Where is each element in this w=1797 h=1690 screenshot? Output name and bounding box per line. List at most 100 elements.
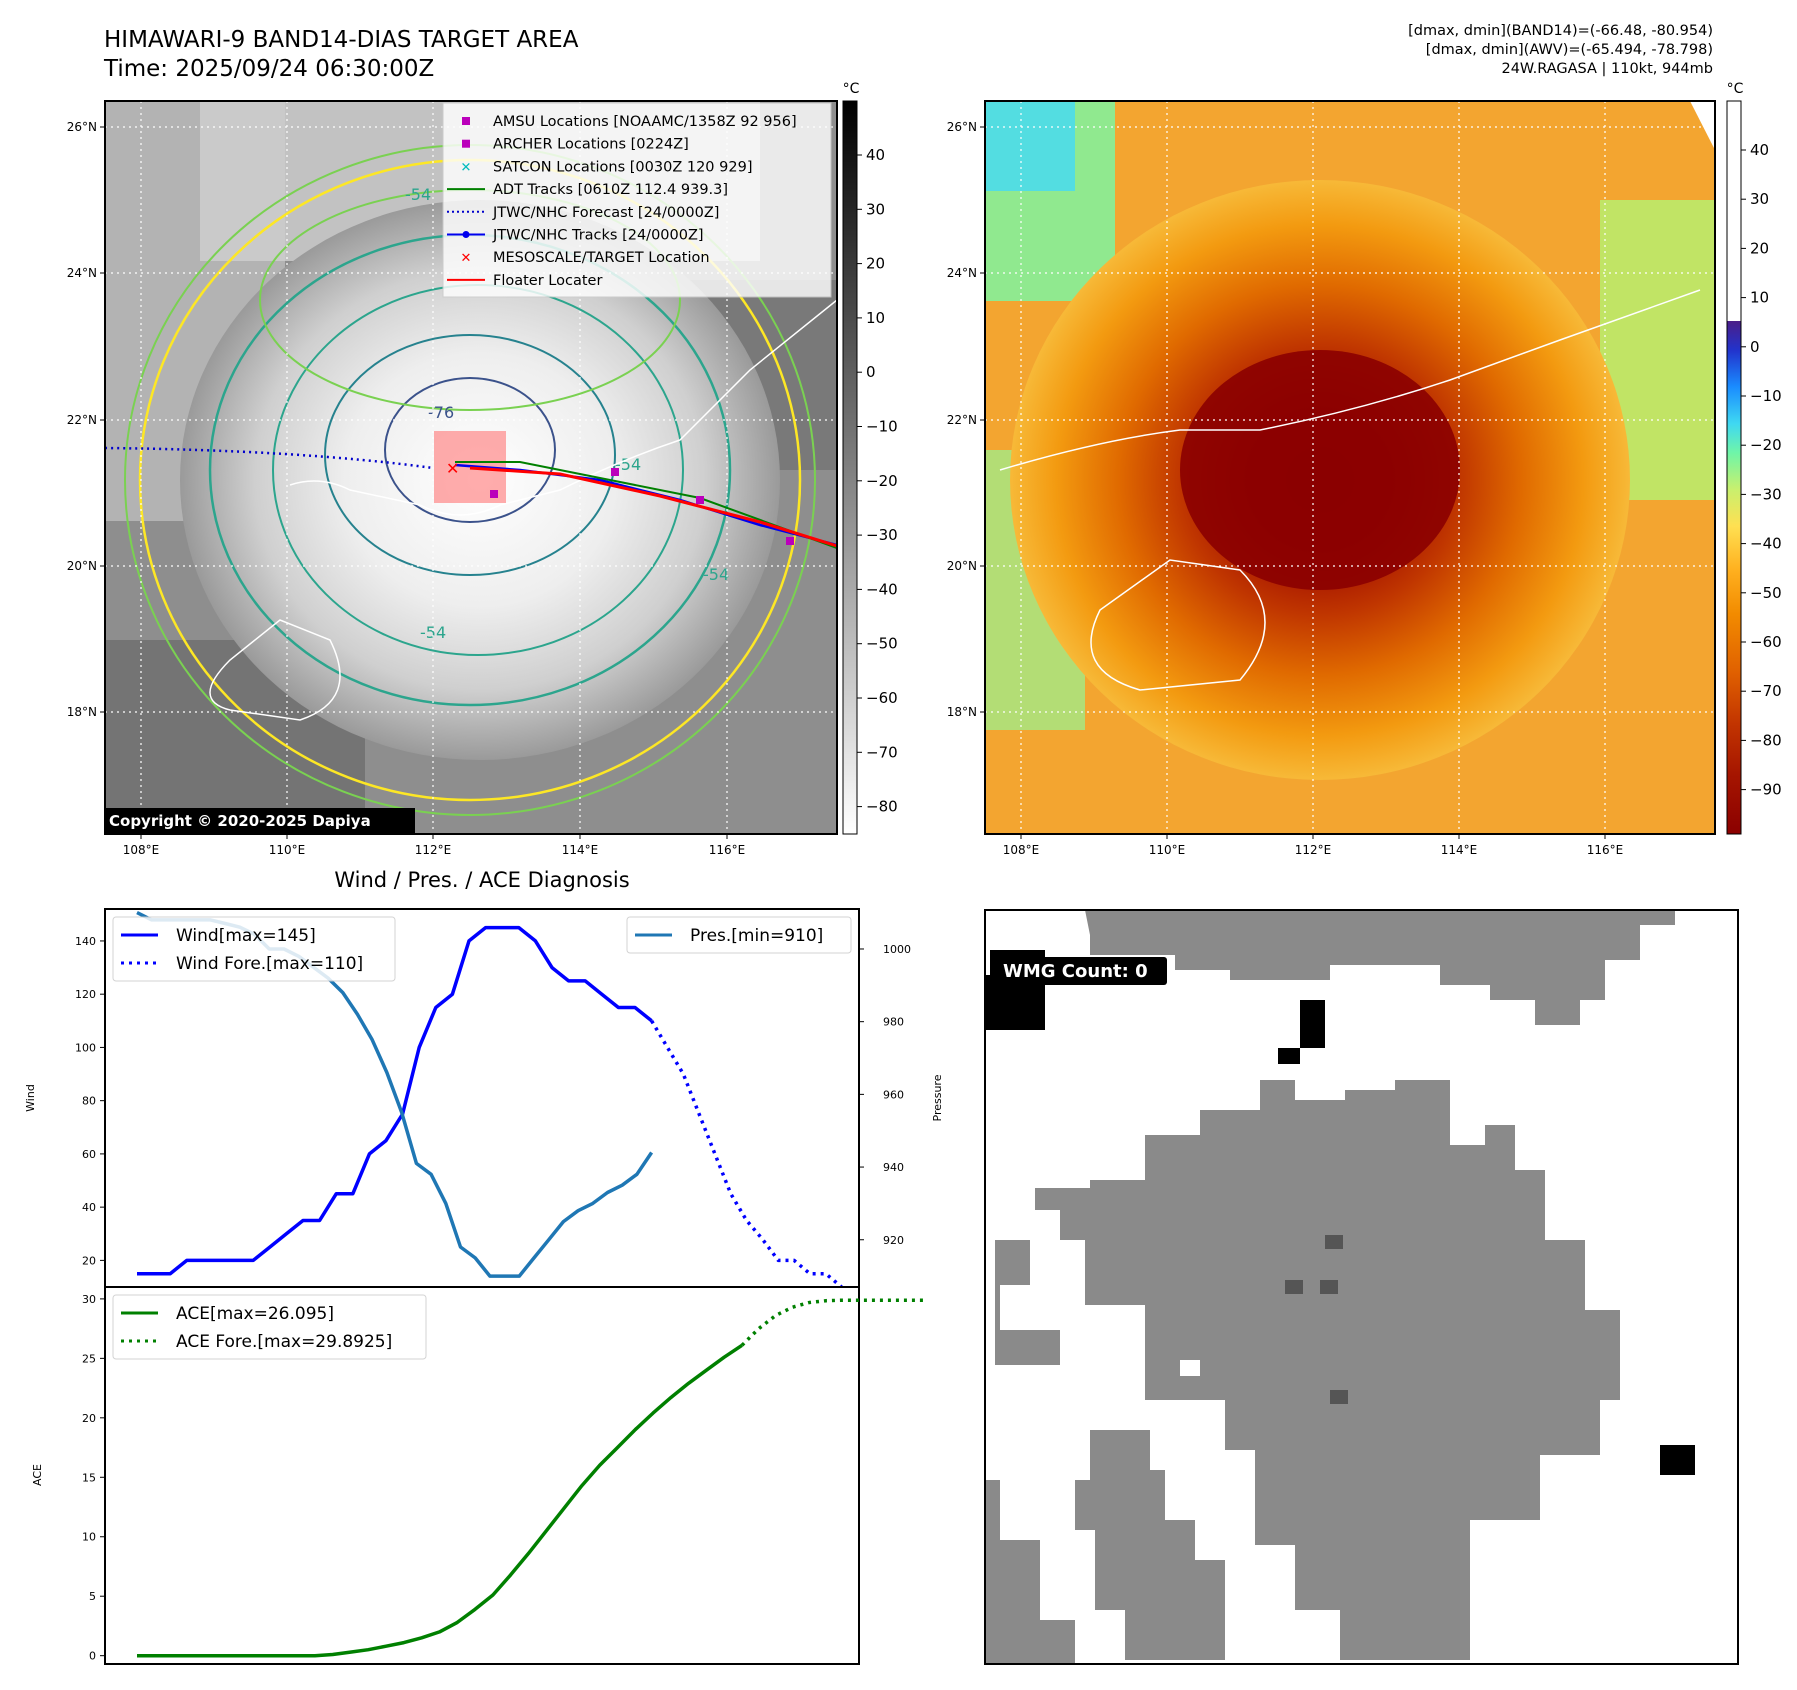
diagnosis-title: Wind / Pres. / ACE Diagnosis — [334, 868, 629, 892]
wmg-cell — [1285, 1280, 1303, 1294]
wmg-gap — [1190, 1460, 1210, 1476]
wind-tick-label: 80 — [82, 1095, 96, 1108]
track-legend-items: AMSU Locations [NOAAMC/1358Z 92 956] ARCH… — [447, 114, 797, 289]
legend-label: ARCHER Locations [0224Z] — [493, 137, 689, 153]
lat-tick-label: 26°N — [947, 120, 977, 134]
colorbar-tick-label: 40 — [866, 146, 885, 164]
wind-ticks: 20 40 60 80 100 120 140 920 940 960 980 1000 — [75, 935, 911, 1267]
colorbar-ticks: 40 30 20 10 0 −10 −20 −30 −40 −50 −60 −70 −80 −90 — [1741, 141, 1782, 799]
colorbar-unit: °C — [1727, 81, 1744, 97]
colorbar-tick-label: −80 — [866, 798, 898, 816]
lon-tick-label: 112°E — [1295, 843, 1332, 857]
coastline — [1090, 559, 1266, 691]
ace-axis-label: ACE — [31, 1464, 44, 1486]
amsu-marker — [786, 537, 794, 545]
wmg-cold-cell — [1278, 1048, 1300, 1064]
colorbar-tick-label: 10 — [1750, 289, 1769, 307]
wmg-region-main — [1035, 1080, 1620, 1660]
coastline — [999, 289, 1701, 471]
stats-line-1: [dmax, dmin](BAND14)=(-66.48, -80.954) — [1408, 23, 1713, 39]
title-line-2: Time: 2025/09/24 06:30:00Z — [104, 56, 435, 82]
wind-legend — [112, 916, 396, 982]
map-axes: 108°E 110°E 112°E 114°E 116°E 26°N 24°N 22°N 20°… — [67, 120, 746, 857]
contour-label: -54 — [420, 623, 446, 642]
legend-label: JTWC/NHC Forecast [24/0000Z] — [492, 205, 719, 221]
wmg-gap — [1180, 1360, 1200, 1376]
lat-tick-label: 18°N — [947, 705, 977, 719]
colorbar-tick-label: 0 — [866, 363, 876, 381]
series-line-windmax — [137, 925, 653, 1276]
map-gridlines — [985, 101, 1715, 834]
storm-core — [1180, 350, 1460, 590]
map-frame — [104, 100, 838, 835]
wmg-count-box — [995, 957, 1167, 985]
legend-label: JTWC/NHC Tracks [24/0000Z] — [492, 228, 704, 244]
legend-label: ACE[max=26.095] — [176, 1304, 334, 1324]
legend-marker — [462, 139, 470, 148]
copyright-text: Copyright © 2020-2025 Dapiya — [109, 812, 371, 830]
colorbar-tick-label: −70 — [866, 743, 898, 761]
ace-series — [137, 1298, 927, 1658]
lon-tick-label: 112°E — [415, 843, 452, 857]
copyright-box — [105, 808, 415, 834]
wmg-region-west — [995, 1240, 1060, 1365]
coastline — [289, 299, 837, 516]
stats-header: [dmax, dmin](BAND14)=(-66.48, -80.954) [… — [1408, 22, 1713, 79]
map-frame — [984, 100, 1716, 835]
wind-tick-label: 120 — [75, 988, 96, 1001]
color-ir-map-panel: 108°E 110°E 112°E 114°E 116°E 26°N 24°N 22°N 20°… — [947, 100, 1716, 857]
legend-label: ACE Fore.[max=29.8925] — [176, 1332, 392, 1352]
colorbar-tick-label: −90 — [1750, 781, 1782, 799]
wmg-cell — [1325, 1235, 1343, 1249]
wmg-cell — [1330, 1390, 1348, 1404]
title-line-1: HIMAWARI-9 BAND14-DIAS TARGET AREA — [104, 27, 579, 53]
colorbar-tick-label: −50 — [1750, 584, 1782, 602]
wind-tick-label: 20 — [82, 1254, 96, 1267]
wmg-cold-cell — [1300, 1000, 1325, 1048]
floater-track — [469, 466, 837, 548]
legend-label: ADT Tracks [0610Z 112.4 939.3] — [493, 182, 728, 198]
colorbar-ticks: 40 30 20 10 0 −10 −20 −30 −40 −50 −60 −70 −80 — [857, 146, 898, 816]
lat-tick-label: 20°N — [947, 559, 977, 573]
lon-tick-label: 110°E — [269, 843, 306, 857]
lat-tick-label: 22°N — [947, 413, 977, 427]
colorbar-tick-label: 30 — [866, 200, 885, 218]
legend-label: Wind[max=145] — [176, 926, 316, 946]
contour-ring — [384, 377, 556, 523]
lon-tick-label: 116°E — [709, 843, 746, 857]
colorbar-tick-label: 20 — [1750, 239, 1769, 257]
ir-map-panel: -54 -76 -54 -54 -54 ✕ — [67, 100, 838, 857]
pressure-tick-label: 1000 — [883, 943, 911, 956]
legend-marker: ✕ — [461, 160, 472, 175]
colorbar-tick-label: −20 — [866, 472, 898, 490]
contour-label: -76 — [428, 403, 454, 422]
ace-tick-label: 15 — [82, 1471, 96, 1484]
ace-chart: ACE 0 5 10 15 20 25 30 ACE[max=26.095] ACE For… — [31, 1286, 927, 1665]
colorbar-tick-label: −70 — [1750, 682, 1782, 700]
colorbar-tick-label: −40 — [1750, 535, 1782, 553]
color-clear-nw2 — [985, 101, 1075, 191]
pressure-tick-label: 940 — [883, 1161, 904, 1174]
legend-label: AMSU Locations [NOAAMC/1358Z 92 956] — [493, 114, 797, 130]
colorbar-gradient — [1726, 100, 1742, 835]
pressure-tick-label: 960 — [883, 1088, 904, 1101]
colorbar-tick-label: −60 — [1750, 633, 1782, 651]
wind-axis-label: Wind — [24, 1084, 37, 1112]
colorbar-tick-label: −10 — [866, 418, 898, 436]
lon-tick-label: 110°E — [1149, 843, 1186, 857]
ace-legend — [112, 1294, 427, 1360]
pres-legend — [626, 916, 852, 954]
no-data-corner — [1690, 101, 1715, 150]
coastline — [209, 619, 341, 721]
colorbar-tick-label: 40 — [1750, 141, 1769, 159]
legend-label: MESOSCALE/TARGET Location — [493, 250, 710, 266]
legend-label: Floater Locater — [493, 273, 602, 289]
pressure-tick-label: 980 — [883, 1016, 904, 1029]
wind-tick-label: 60 — [82, 1148, 96, 1161]
adt-track — [455, 461, 837, 549]
colorbar-tick-label: −30 — [866, 526, 898, 544]
figure-title: HIMAWARI-9 BAND14-DIAS TARGET AREA Time:… — [104, 26, 578, 84]
lon-tick-label: 108°E — [123, 843, 160, 857]
ace-tick-label: 25 — [82, 1352, 96, 1365]
map-axes: 108°E 110°E 112°E 114°E 116°E 26°N 24°N 22°N 20°… — [947, 120, 1624, 857]
